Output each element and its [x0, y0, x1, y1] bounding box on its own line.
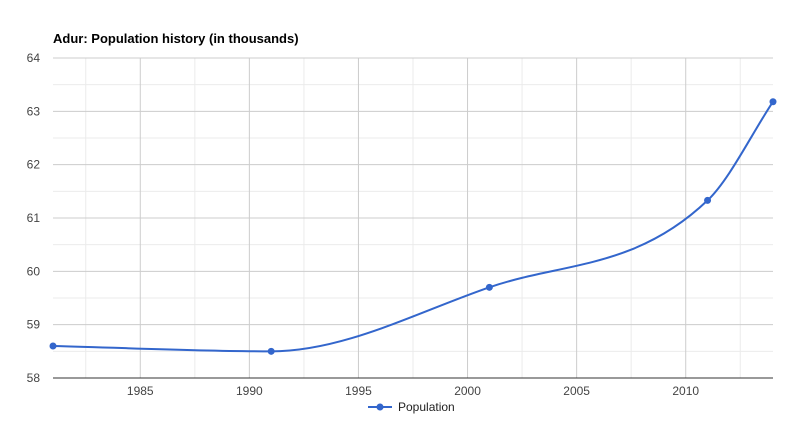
- y-tick-label: 59: [27, 318, 41, 332]
- data-point[interactable]: [704, 196, 712, 204]
- y-tick-label: 63: [27, 104, 41, 118]
- data-point[interactable]: [769, 98, 777, 106]
- legend-marker: [376, 403, 384, 411]
- x-tick-label: 1995: [345, 384, 372, 398]
- x-tick-label: 2000: [454, 384, 481, 398]
- x-tick-label: 2010: [672, 384, 699, 398]
- x-tick-label: 2005: [563, 384, 590, 398]
- data-point[interactable]: [485, 283, 493, 291]
- legend[interactable]: Population: [368, 400, 455, 414]
- y-axis-tick-labels: 58 59 60 61 62 63 64: [27, 51, 41, 385]
- legend-label: Population: [398, 400, 455, 414]
- y-tick-label: 64: [27, 51, 41, 65]
- y-tick-label: 58: [27, 371, 41, 385]
- chart-title: Adur: Population history (in thousands): [53, 31, 299, 46]
- series-layer: [49, 98, 777, 355]
- y-tick-label: 61: [27, 211, 41, 225]
- x-axis-tick-labels: 1985 1990 1995 2000 2005 2010: [127, 384, 699, 398]
- x-tick-label: 1985: [127, 384, 154, 398]
- y-tick-label: 62: [27, 158, 41, 172]
- data-point[interactable]: [267, 347, 275, 355]
- series-line: [52, 101, 774, 353]
- x-tick-label: 1990: [236, 384, 263, 398]
- y-tick-label: 60: [27, 264, 41, 278]
- data-point[interactable]: [49, 342, 57, 350]
